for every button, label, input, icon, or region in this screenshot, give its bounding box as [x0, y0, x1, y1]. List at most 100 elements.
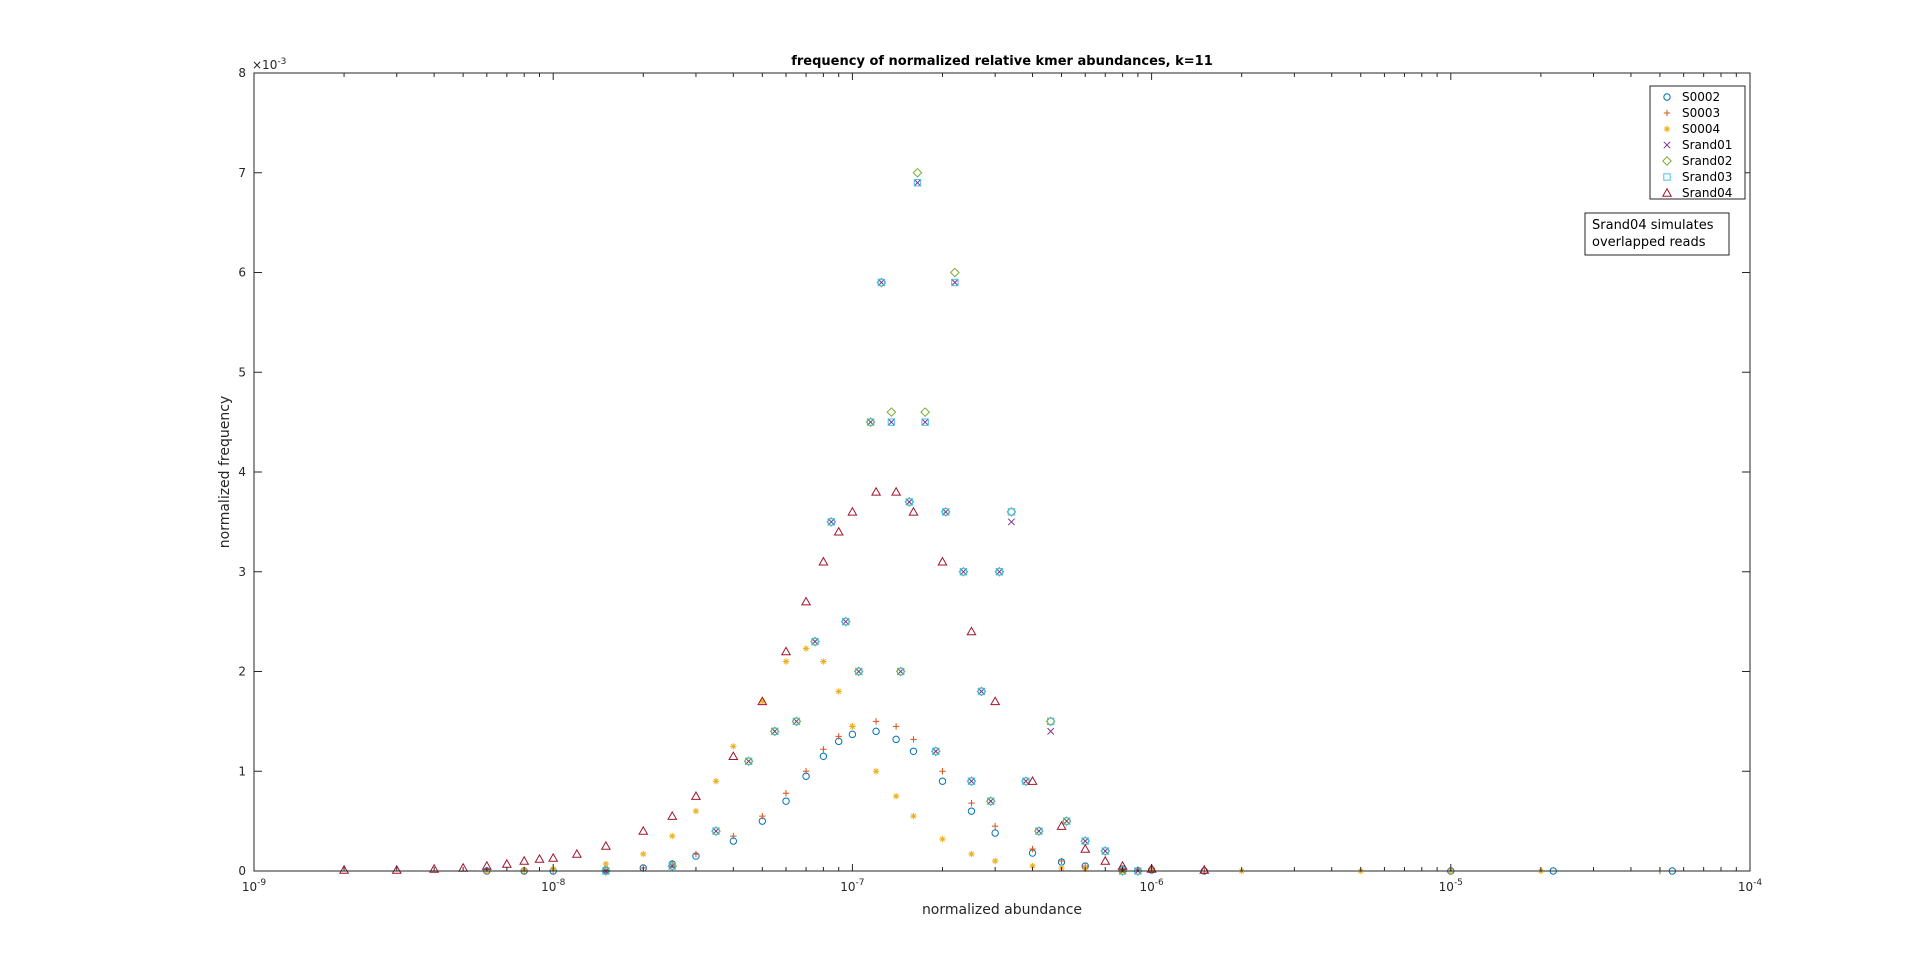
y-exponent-label: ×10-3: [252, 57, 286, 72]
legend-marker: [1663, 109, 1671, 117]
legend: S0002 S0003 S0004 Srand01 Srand02 Srand03 Sran…: [1649, 85, 1746, 200]
data-point: [730, 832, 737, 840]
legend-label: S0004: [1682, 122, 1720, 136]
y-axis-label: normalized frequency: [217, 396, 233, 548]
data-point: [600, 840, 611, 850]
data-point: [977, 687, 986, 696]
data-point: [759, 698, 766, 705]
data-point: [811, 637, 819, 646]
y-tick-label: 4: [238, 465, 246, 479]
data-point: [871, 486, 882, 496]
x-tick-label: 10-4: [1738, 878, 1763, 894]
data-point: [991, 857, 999, 865]
data-point: [819, 752, 828, 760]
y-tick-label: 5: [238, 365, 246, 379]
annotation-line-1: Srand04 simulates: [1592, 218, 1714, 233]
data-point: [782, 658, 790, 665]
data-point: [800, 596, 812, 606]
data-point: [912, 167, 923, 178]
y-exponent-base: ×10: [252, 58, 277, 72]
data-point: [757, 696, 768, 706]
data-point: [905, 498, 914, 506]
x-tick-label: 10-6: [1139, 878, 1164, 894]
x-axis-label: normalized abundance: [922, 902, 1082, 918]
data-point: [892, 723, 900, 730]
data-point: [780, 646, 792, 656]
y-exponent-power: -3: [277, 57, 286, 67]
data-point: [941, 508, 950, 516]
data-point: [1056, 820, 1067, 830]
data-point: [669, 832, 676, 840]
y-tick-label: 7: [238, 166, 246, 180]
data-point: [690, 790, 702, 800]
x-tick-label: 10-8: [541, 878, 566, 894]
data-point: [1029, 862, 1036, 870]
y-tick-label: 3: [238, 565, 246, 579]
data-point: [744, 757, 753, 765]
data-point: [987, 797, 995, 805]
data-point: [534, 853, 545, 863]
data-point: [920, 407, 931, 418]
legend-label: S0002: [1682, 90, 1720, 104]
x-tick-label: 10-5: [1439, 878, 1463, 894]
data-point: [728, 751, 739, 760]
data-point: [991, 822, 999, 830]
data-point: [891, 486, 902, 496]
data-point: [802, 645, 810, 652]
data-point: [886, 407, 897, 418]
data-point: [820, 658, 827, 665]
y-tick-label: 6: [238, 266, 246, 280]
data-point: [968, 799, 975, 807]
data-point: [1035, 827, 1043, 835]
data-point: [391, 864, 402, 874]
data-point: [892, 792, 900, 800]
data-point: [892, 735, 900, 744]
data-point: [782, 797, 790, 805]
x-axis-ticks: 10-9 10-8 10-7 10-6 10-5 10-4: [242, 73, 1763, 894]
y-axis-ticks: 0 1 2 3 4 5 6 7 8: [238, 66, 1750, 878]
plot-area: [254, 73, 1750, 871]
data-point: [990, 696, 1001, 706]
data-point: [835, 688, 842, 695]
legend-marker: [1663, 173, 1671, 181]
y-tick-label: 2: [238, 665, 246, 679]
x-tick-label: 10-7: [840, 878, 864, 894]
series-Srand04: [339, 486, 1210, 874]
data-point: [1007, 508, 1016, 516]
data-point: [792, 717, 801, 726]
data-point: [1146, 863, 1157, 873]
data-point: [937, 556, 948, 566]
data-point: [866, 418, 875, 426]
data-point: [782, 789, 790, 797]
data-point: [1007, 518, 1015, 526]
legend-label: Srand04: [1682, 186, 1732, 200]
data-point: [939, 835, 946, 843]
data-point: [949, 267, 960, 278]
data-point: [848, 730, 857, 739]
data-point: [548, 852, 559, 862]
data-point: [802, 768, 810, 775]
data-point: [909, 747, 918, 755]
y-tick-label: 8: [238, 66, 246, 80]
legend-marker: [1663, 141, 1671, 149]
y-tick-label: 1: [238, 764, 246, 778]
data-point: [910, 736, 917, 743]
data-point: [1027, 776, 1038, 785]
series-Srand03: [602, 179, 1142, 875]
data-point: [712, 827, 720, 835]
data-point: [842, 617, 850, 626]
data-point: [991, 829, 999, 837]
legend-marker: [1661, 187, 1673, 197]
data-point: [1199, 864, 1210, 874]
annotation-line-2: overlapped reads: [1592, 235, 1706, 250]
data-point: [730, 743, 737, 750]
annotation-frame: [1584, 212, 1730, 256]
data-point: [638, 825, 649, 835]
data-point: [818, 556, 829, 566]
data-point: [995, 568, 1004, 576]
data-point: [1058, 857, 1065, 865]
data-point: [1022, 777, 1030, 785]
data-point: [908, 506, 919, 516]
data-point: [887, 418, 895, 426]
data-point: [910, 812, 917, 820]
